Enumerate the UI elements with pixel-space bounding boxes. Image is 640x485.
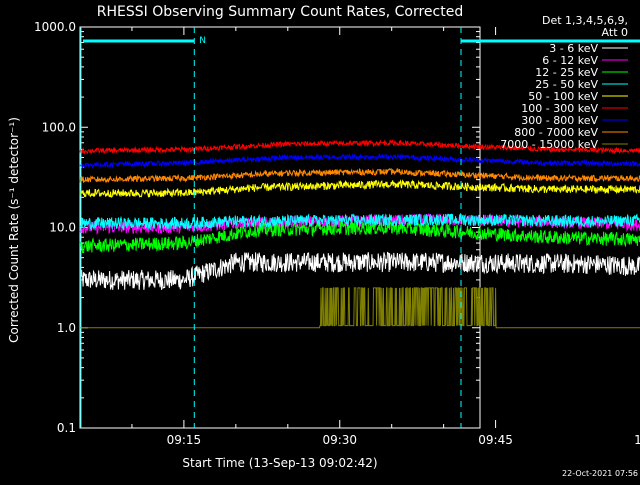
series-line — [79, 139, 640, 155]
x-axis-label: Start Time (13-Sep-13 09:02:42) — [182, 456, 377, 470]
series-line — [79, 251, 640, 290]
series-line — [79, 179, 640, 198]
legend-item: 3 - 6 keV — [549, 42, 628, 55]
legend-item: 100 - 300 keV — [521, 102, 628, 115]
legend-item: 25 - 50 keV — [535, 78, 628, 91]
y-tick-label: 1000.0 — [34, 20, 76, 34]
series-layer — [79, 139, 640, 329]
y-tick-label: 0.1 — [57, 421, 76, 435]
series-line — [79, 213, 640, 235]
y-tick-label: 100.0 — [42, 120, 76, 134]
legend-label: 6 - 12 keV — [542, 54, 598, 67]
legend-header: Att 0 — [602, 26, 628, 39]
series-line — [79, 152, 640, 169]
x-tick-label: 09:30 — [322, 433, 357, 447]
y-tick-label: 1.0 — [57, 321, 76, 335]
legend-label: 100 - 300 keV — [521, 102, 598, 115]
legend-label: 50 - 100 keV — [528, 90, 598, 103]
legend-item: 7000 - 15000 keV — [500, 138, 628, 151]
legend-label: 12 - 25 keV — [535, 66, 598, 79]
legend-label: 300 - 800 keV — [521, 114, 598, 127]
series-line — [80, 287, 640, 329]
legend-label: 25 - 50 keV — [535, 78, 598, 91]
legend-item: 12 - 25 keV — [535, 66, 628, 79]
legend-label: 7000 - 15000 keV — [500, 138, 598, 151]
timestamp: 22-Oct-2021 07:56 — [562, 469, 638, 478]
annotation-n: N — [199, 36, 206, 46]
series-line — [79, 212, 640, 232]
x-tick-label: 09:45 — [478, 433, 513, 447]
chart-title: RHESSI Observing Summary Count Rates, Co… — [97, 4, 463, 20]
legend-item: 50 - 100 keV — [528, 90, 628, 103]
legend-item: 300 - 800 keV — [521, 114, 628, 127]
legend-label: 3 - 6 keV — [549, 42, 598, 55]
legend-item: 800 - 7000 keV — [514, 126, 628, 139]
legend-header: Det 1,3,4,5,6,9, — [542, 14, 628, 27]
markers-layer: N — [80, 27, 640, 428]
y-axis-label: Corrected Count Rate (s⁻¹ detector⁻¹) — [7, 117, 21, 343]
x-tick-label: 10:00 — [634, 433, 640, 447]
legend-label: 800 - 7000 keV — [514, 126, 598, 139]
series-line — [79, 220, 640, 254]
legend-item: 6 - 12 keV — [542, 54, 628, 67]
y-tick-label: 10.0 — [49, 221, 76, 235]
series-line — [79, 167, 640, 184]
x-tick-label: 09:15 — [167, 433, 202, 447]
